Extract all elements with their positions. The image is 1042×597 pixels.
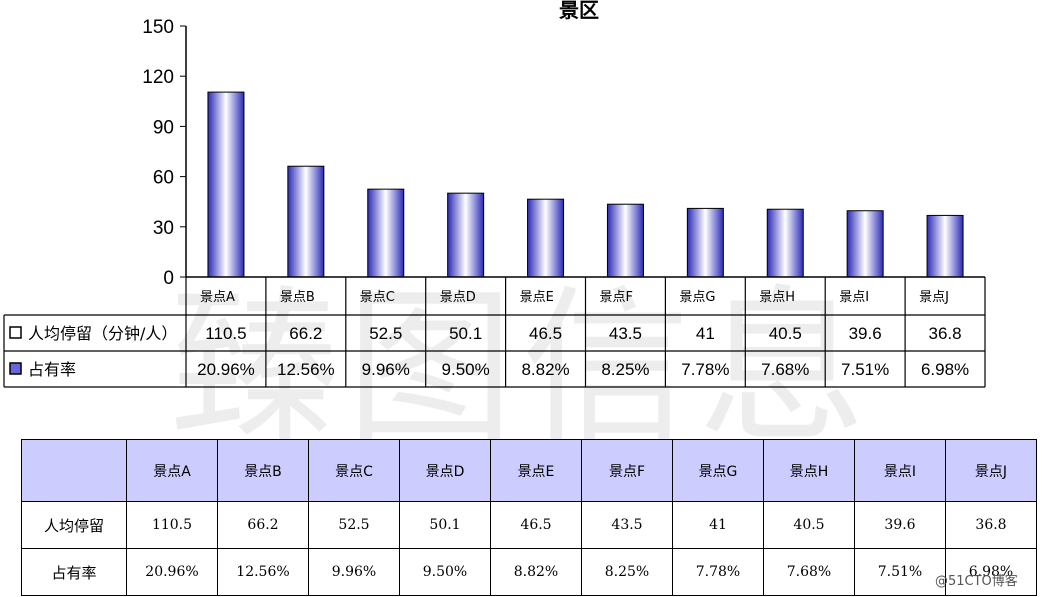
table-cell: 110.5 bbox=[126, 501, 218, 549]
bar bbox=[846, 210, 884, 278]
bar bbox=[447, 192, 485, 278]
table-cell: 7.51% bbox=[854, 548, 946, 596]
bar bbox=[287, 165, 325, 278]
category-label: 景点B bbox=[280, 290, 315, 305]
legend-key bbox=[9, 362, 22, 375]
chart-title: 景区 bbox=[559, 0, 599, 22]
y-tick-label: 60 bbox=[153, 168, 174, 189]
y-tick-label: 30 bbox=[153, 218, 174, 239]
data-label: 66.2 bbox=[289, 324, 322, 343]
table-cell: 40.5 bbox=[763, 501, 855, 549]
data-label: 52.5 bbox=[369, 324, 402, 343]
table-cell: 36.8 bbox=[945, 501, 1037, 549]
data-label: 9.96% bbox=[362, 360, 410, 379]
credit-text: @51CTO博客 bbox=[935, 574, 1018, 589]
table-cell: 46.5 bbox=[490, 501, 582, 549]
table-cell: 9.96% bbox=[308, 548, 400, 596]
bar bbox=[926, 214, 964, 278]
category-label: 景点J bbox=[919, 290, 949, 305]
data-label: 41 bbox=[696, 324, 715, 343]
bars bbox=[207, 91, 964, 278]
category-label: 景点H bbox=[759, 290, 795, 305]
table-cell: 9.50% bbox=[399, 548, 491, 596]
column-header: 景点C bbox=[308, 439, 400, 502]
category-label: 景点A bbox=[200, 290, 235, 305]
row-label: 占有率 bbox=[21, 548, 127, 596]
data-label: 50.1 bbox=[449, 324, 482, 343]
data-label: 39.6 bbox=[849, 324, 882, 343]
category-label: 景点I bbox=[839, 290, 869, 305]
table-row: 占有率 20.96% 12.56% 9.96% 9.50% 8.82% 8.25… bbox=[21, 548, 1037, 596]
bar bbox=[527, 198, 565, 278]
table-cell: 52.5 bbox=[308, 501, 400, 549]
data-label: 8.25% bbox=[601, 360, 649, 379]
column-header: 景点F bbox=[581, 439, 673, 502]
table-cell: 20.96% bbox=[126, 548, 218, 596]
data-label: 36.8 bbox=[929, 324, 962, 343]
y-tick-label: 90 bbox=[153, 117, 174, 138]
table-cell: 43.5 bbox=[581, 501, 673, 549]
category-label: 景点C bbox=[360, 290, 395, 305]
bar bbox=[367, 188, 405, 278]
data-label: 12.56% bbox=[277, 360, 335, 379]
y-tick-label: 0 bbox=[163, 268, 174, 289]
series-label: 人均停留（分钟/人） bbox=[28, 324, 177, 343]
row-label: 人均停留 bbox=[21, 501, 127, 549]
table-cell: 8.25% bbox=[581, 548, 673, 596]
legend-key bbox=[9, 326, 22, 339]
column-header: 景点E bbox=[490, 439, 582, 502]
column-header: 景点H bbox=[763, 439, 855, 502]
chart-data-table: 景点A 景点B 景点C 景点D 景点E 景点F 景点G 景点H 景点I 景点J 人均停留（分钟/人）… bbox=[3, 276, 986, 388]
data-label: 7.78% bbox=[681, 360, 729, 379]
table-cell: 39.6 bbox=[854, 501, 946, 549]
y-axis: 0 30 60 90 120 150 bbox=[142, 17, 187, 289]
category-label: 景点F bbox=[600, 290, 633, 305]
table-row: 人均停留 110.5 66.2 52.5 50.1 46.5 43.5 41 4… bbox=[21, 501, 1037, 549]
table-cell: 12.56% bbox=[217, 548, 309, 596]
header-corner bbox=[21, 439, 127, 502]
data-label: 7.68% bbox=[761, 360, 809, 379]
bar bbox=[766, 208, 804, 278]
data-label: 43.5 bbox=[609, 324, 642, 343]
y-tick-label: 150 bbox=[142, 17, 174, 38]
bar bbox=[207, 91, 245, 278]
summary-table: 景点A 景点B 景点C 景点D 景点E 景点F 景点G 景点H 景点I 景点J … bbox=[21, 439, 1037, 596]
column-header: 景点G bbox=[672, 439, 764, 502]
column-header: 景点B bbox=[217, 439, 309, 502]
data-label: 20.96% bbox=[197, 360, 255, 379]
column-header: 景点A bbox=[126, 439, 218, 502]
data-label: 46.5 bbox=[529, 324, 562, 343]
data-label: 9.50% bbox=[442, 360, 490, 379]
category-label: 景点D bbox=[440, 290, 476, 305]
column-header: 景点D bbox=[399, 439, 491, 502]
column-header: 景点I bbox=[854, 439, 946, 502]
category-label: 景点E bbox=[520, 290, 554, 305]
y-tick-label: 120 bbox=[142, 67, 174, 88]
column-header: 景点J bbox=[945, 439, 1037, 502]
data-label: 7.51% bbox=[841, 360, 889, 379]
data-label: 110.5 bbox=[205, 324, 246, 343]
table-cell: 41 bbox=[672, 501, 764, 549]
table-cell: 7.68% bbox=[763, 548, 855, 596]
table-cell: 8.82% bbox=[490, 548, 582, 596]
table-header-row: 景点A 景点B 景点C 景点D 景点E 景点F 景点G 景点H 景点I 景点J bbox=[21, 439, 1037, 502]
data-label: 8.82% bbox=[521, 360, 569, 379]
category-label: 景点G bbox=[679, 290, 715, 305]
data-label: 6.98% bbox=[921, 360, 969, 379]
bar bbox=[686, 207, 724, 278]
bar bbox=[606, 203, 644, 278]
data-label: 40.5 bbox=[769, 324, 802, 343]
table-cell: 66.2 bbox=[217, 501, 309, 549]
table-cell: 50.1 bbox=[399, 501, 491, 549]
series-label: 占有率 bbox=[28, 360, 76, 379]
table-cell: 6.98% bbox=[945, 548, 1037, 596]
table-cell: 7.78% bbox=[672, 548, 764, 596]
